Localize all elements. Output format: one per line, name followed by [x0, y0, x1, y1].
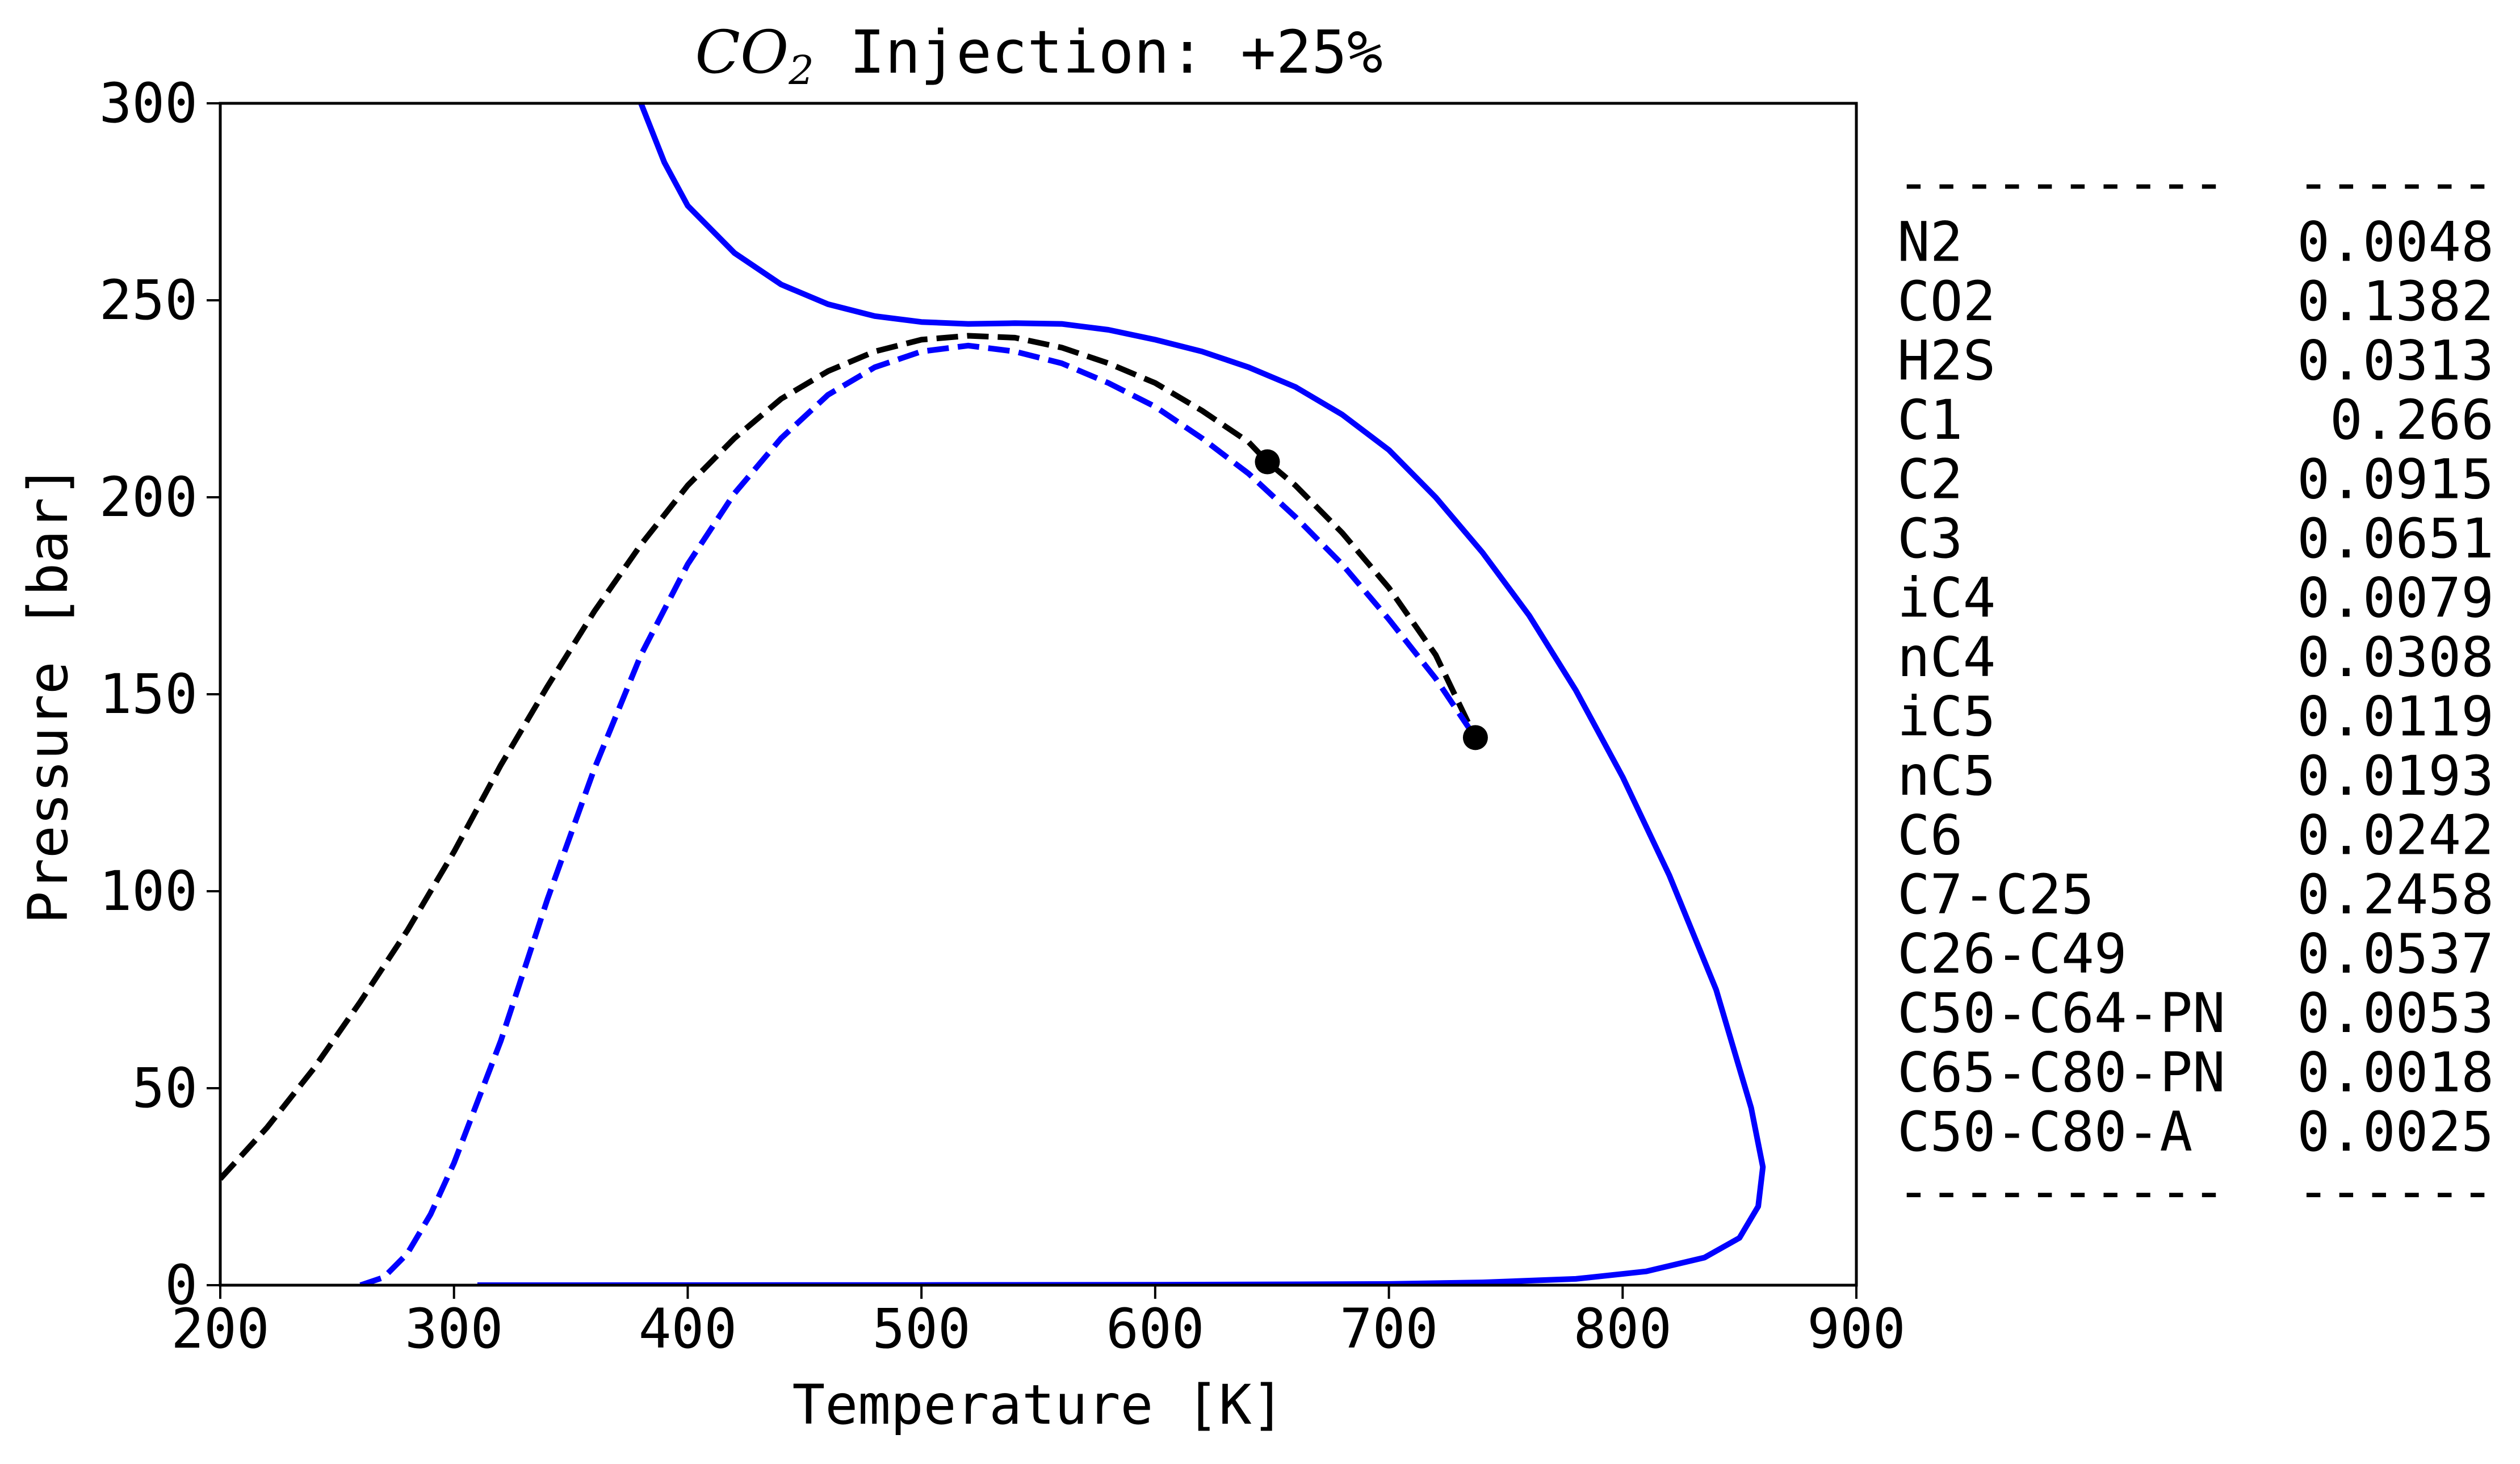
- y-tick-label: 150: [99, 662, 198, 726]
- x-tick-label: 400: [639, 1297, 737, 1361]
- y-axis-ticks: 0 50 100 150 200 250 300: [99, 72, 220, 1317]
- table-component-name: iC4: [1897, 567, 1995, 630]
- table-rule-left: ----------: [1897, 1160, 2225, 1223]
- table-component-value: 0.0915: [2297, 448, 2494, 511]
- y-tick-label: 0: [165, 1253, 198, 1317]
- chart-title: CO2 Injection: +25%: [695, 18, 1382, 94]
- table-component-value: 0.0048: [2297, 211, 2494, 274]
- table-component-value: 0.0242: [2297, 804, 2494, 867]
- table-component-name: C3: [1897, 507, 1963, 571]
- table-component-value: 0.0193: [2297, 744, 2494, 808]
- table-component-name: C1: [1897, 388, 1963, 452]
- table-component-name: C50-C64-PN: [1897, 981, 2225, 1045]
- table-component-name: CO2: [1897, 270, 1995, 333]
- table-component-name: C7-C25: [1897, 863, 2094, 926]
- table-component-value: 0.0119: [2297, 685, 2494, 749]
- table-component-name: C2: [1897, 448, 1963, 511]
- title-chem-subscript: 2: [788, 47, 814, 94]
- y-axis-label: Pressure [bar]: [16, 464, 80, 924]
- table-component-value: 0.0313: [2297, 329, 2494, 393]
- x-axis-ticks: 200 300 400 500 600 700 800 900: [171, 1285, 1906, 1361]
- y-tick-label: 200: [99, 465, 198, 529]
- table-component-value: 0.0651: [2297, 507, 2494, 571]
- critical-point-marker-1: [1255, 449, 1280, 475]
- table-component-value: 0.2458: [2297, 863, 2494, 926]
- table-component-value: 0.0079: [2297, 567, 2494, 630]
- table-rule-left: ----------: [1897, 151, 2225, 215]
- critical-point-marker-2: [1462, 725, 1488, 750]
- series-line-3: [359, 342, 1478, 1285]
- table-rule-right: ------: [2297, 151, 2494, 215]
- table-component-name: C26-C49: [1897, 922, 2127, 986]
- table-rule-right: ------: [2297, 1160, 2494, 1223]
- table-component-name: C65-C80-PN: [1897, 1041, 2225, 1105]
- table-component-name: C50-C80-A: [1897, 1100, 2192, 1164]
- x-tick-label: 700: [1340, 1297, 1438, 1361]
- table-component-value: 0.266: [2330, 388, 2494, 452]
- table-component-name: nC5: [1897, 744, 1995, 808]
- x-tick-label: 800: [1574, 1297, 1672, 1361]
- marker-layer: [1255, 449, 1488, 750]
- y-tick-label: 100: [99, 859, 198, 923]
- x-tick-label: 600: [1106, 1297, 1204, 1361]
- x-tick-label: 200: [171, 1297, 269, 1361]
- series-layer: [220, 103, 1766, 1285]
- table-component-value: 0.0308: [2297, 626, 2494, 689]
- x-tick-label: 500: [872, 1297, 970, 1361]
- table-component-value: 0.0025: [2297, 1100, 2494, 1164]
- x-tick-label: 900: [1807, 1297, 1905, 1361]
- table-component-value: 0.0018: [2297, 1041, 2494, 1105]
- x-axis-label: Temperature [K]: [793, 1373, 1285, 1437]
- table-component-name: H2S: [1897, 329, 1995, 393]
- series-line-1: [477, 103, 1766, 1285]
- table-component-value: 0.0537: [2297, 922, 2494, 986]
- table-component-value: 0.1382: [2297, 270, 2494, 333]
- plot-frame: [219, 102, 1858, 1287]
- table-component-name: nC4: [1897, 626, 1995, 689]
- y-tick-label: 250: [99, 269, 198, 332]
- table-component-name: N2: [1897, 211, 1963, 274]
- series-line-2: [220, 333, 1478, 1181]
- y-tick-label: 50: [132, 1056, 198, 1120]
- table-component-value: 0.0053: [2297, 981, 2494, 1045]
- table-component-name: C6: [1897, 804, 1963, 867]
- y-tick-label: 300: [99, 72, 198, 135]
- title-rest: Injection: +25%: [814, 18, 1383, 87]
- title-chem-base: CO: [695, 18, 789, 87]
- table-component-name: iC5: [1897, 685, 1995, 749]
- x-tick-label: 300: [405, 1297, 503, 1361]
